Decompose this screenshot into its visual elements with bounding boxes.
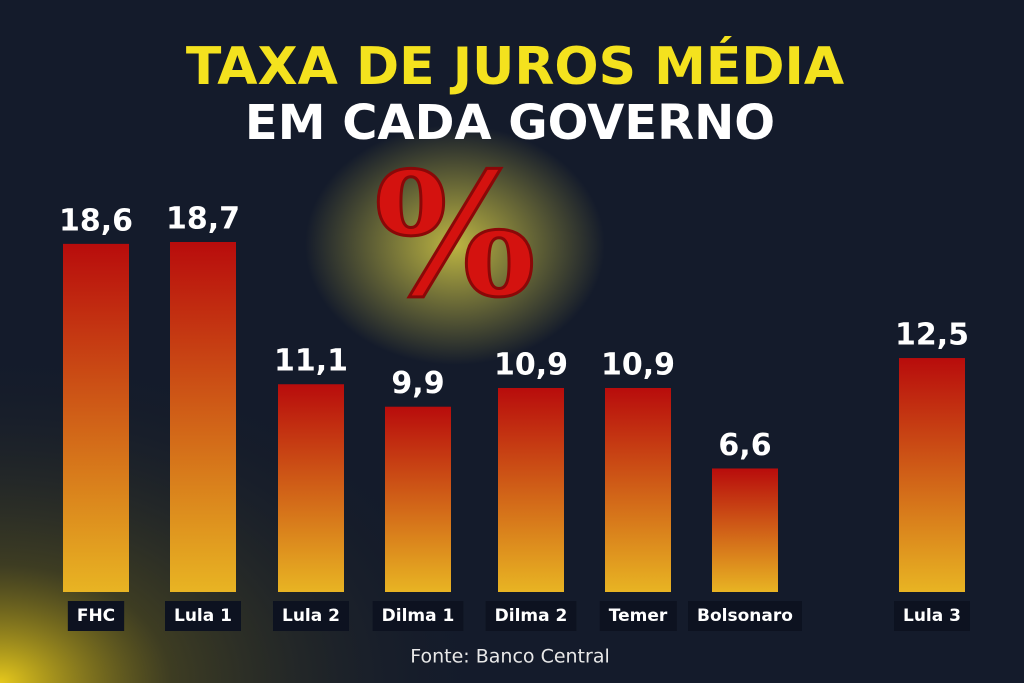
value-label: 6,6: [718, 428, 771, 463]
value-label: 10,9: [601, 347, 675, 382]
label-box: [165, 601, 241, 631]
source: Fonte: Banco Central: [410, 646, 610, 668]
label-box: [599, 601, 677, 631]
value-label: 9,9: [391, 366, 444, 401]
value-label: 10,9: [494, 347, 568, 382]
label-box: [894, 601, 970, 631]
x-tick-label: Lula 2: [282, 606, 340, 626]
bar: [605, 387, 671, 592]
symbol-glow: [305, 125, 605, 365]
percent-symbol: %: [374, 136, 536, 336]
value-label: 18,6: [59, 203, 133, 238]
bar: [712, 468, 778, 592]
bar: [278, 384, 344, 592]
bar: [63, 243, 129, 593]
chart-title: TAXA DE JUROS MÉDIA: [186, 36, 844, 97]
label-box: [67, 601, 125, 631]
label-box: [485, 601, 577, 631]
bar: [498, 387, 564, 592]
label-box: [273, 601, 349, 631]
x-tick-label: FHC: [77, 606, 115, 626]
x-tick-label: Lula 1: [174, 606, 232, 626]
value-label: 11,1: [274, 344, 348, 379]
x-tick-label: Temer: [609, 606, 668, 626]
label-box: [372, 601, 464, 631]
x-tick-label: Dilma 2: [495, 606, 568, 626]
x-tick-label: Lula 3: [903, 606, 961, 626]
value-label: 18,7: [166, 202, 240, 237]
bar: [385, 406, 451, 592]
label-box: [688, 601, 802, 631]
chart-subtitle: EM CADA GOVERNO: [245, 95, 775, 151]
x-tick-label: Dilma 1: [382, 606, 455, 626]
x-tick-label: Bolsonaro: [697, 606, 793, 626]
value-label: 12,5: [895, 318, 969, 353]
bar: [170, 242, 236, 592]
bar: [899, 358, 965, 592]
